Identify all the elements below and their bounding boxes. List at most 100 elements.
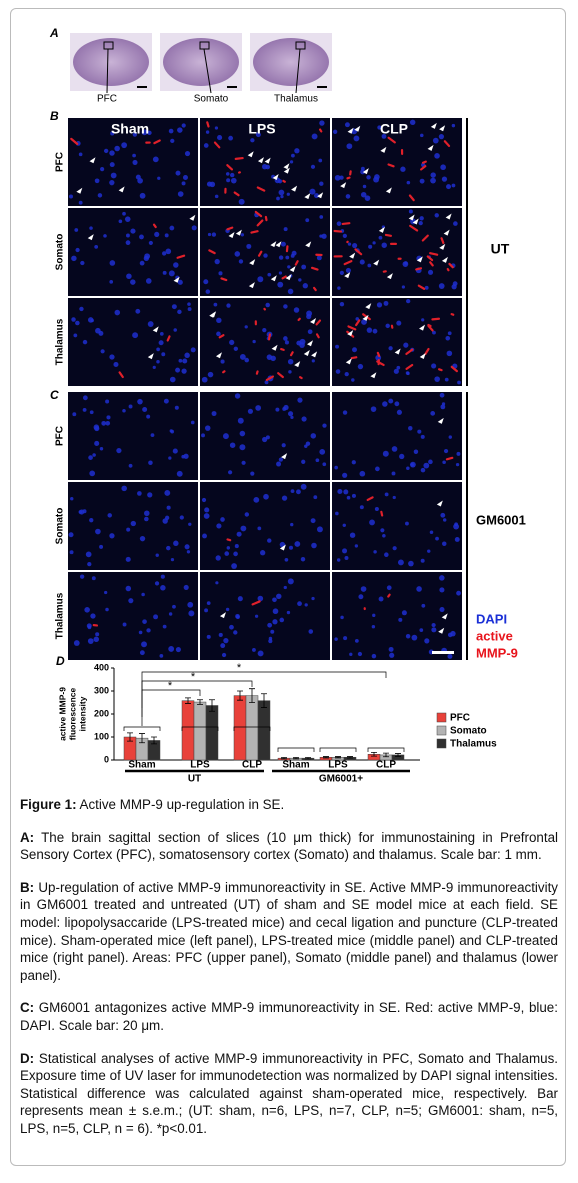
- arrowhead: [386, 273, 393, 280]
- nucleus: [78, 200, 83, 205]
- micrograph: [68, 392, 198, 480]
- nucleus: [283, 336, 288, 341]
- nucleus: [162, 624, 167, 629]
- nucleus: [451, 123, 456, 128]
- nucleus: [288, 370, 292, 374]
- nucleus: [250, 138, 255, 143]
- mmp9-signal: [256, 186, 266, 192]
- nucleus: [143, 255, 150, 262]
- nucleus: [234, 251, 241, 257]
- nucleus: [283, 404, 289, 411]
- arrowhead: [89, 157, 96, 164]
- nucleus: [169, 225, 175, 231]
- arrowhead: [345, 358, 352, 365]
- nucleus: [337, 286, 341, 290]
- nucleus: [130, 279, 136, 285]
- nucleus: [265, 302, 270, 308]
- mmp9-signal: [218, 334, 225, 339]
- error-bar: [185, 697, 191, 704]
- mmp9-signal: [267, 333, 272, 341]
- nucleus: [214, 126, 219, 130]
- nucleus: [313, 495, 318, 500]
- nucleus: [68, 532, 74, 538]
- arrowhead: [247, 151, 254, 158]
- nucleus: [381, 242, 387, 248]
- nucleus: [408, 425, 413, 431]
- nucleus: [89, 226, 93, 230]
- significance-bracket: [141, 671, 387, 708]
- arrowhead: [209, 311, 216, 318]
- nucleus: [408, 560, 414, 567]
- mmp9-signal: [297, 317, 301, 322]
- nucleus: [413, 449, 419, 454]
- nucleus: [114, 309, 121, 316]
- mmp9-signal: [420, 165, 427, 171]
- arrowhead: [443, 229, 450, 236]
- nucleus: [113, 361, 119, 367]
- nucleus: [334, 174, 341, 181]
- nucleus: [217, 135, 223, 141]
- nucleus: [104, 590, 108, 595]
- nucleus: [106, 415, 111, 420]
- nucleus: [109, 150, 115, 156]
- nucleus: [432, 330, 436, 335]
- nucleus: [296, 489, 301, 495]
- nucleus: [401, 610, 407, 616]
- nucleus: [116, 447, 122, 454]
- nucleus: [95, 528, 101, 535]
- nucleus: [226, 303, 231, 308]
- nucleus: [313, 193, 320, 199]
- nucleus: [301, 264, 307, 270]
- mmp9-signal: [277, 372, 284, 379]
- nucleus: [311, 359, 315, 363]
- nucleus: [427, 549, 431, 553]
- nucleus: [304, 603, 308, 607]
- micrograph: [200, 572, 330, 660]
- nucleus: [419, 216, 424, 221]
- caption: Figure 1: Active MMP-9 up-regulation in …: [20, 796, 558, 1153]
- arrowhead: [311, 351, 318, 358]
- error-bar: [127, 732, 133, 742]
- nucleus: [239, 354, 246, 360]
- nucleus: [99, 447, 104, 451]
- nucleus: [226, 546, 231, 550]
- arrowhead: [436, 500, 443, 507]
- nucleus: [398, 617, 403, 622]
- mmp9-signal: [264, 215, 268, 222]
- nucleus: [337, 488, 343, 495]
- nucleus: [187, 307, 192, 311]
- nucleus: [287, 265, 291, 269]
- nucleus: [377, 125, 382, 130]
- text: Statistical analyses of active MMP-9 imm…: [20, 1050, 558, 1136]
- nucleus: [163, 398, 169, 404]
- nucleus: [166, 545, 171, 551]
- arrowhead: [264, 157, 271, 164]
- x-tick-label: LPS: [190, 760, 210, 771]
- nucleus: [190, 420, 195, 425]
- nucleus: [233, 630, 238, 635]
- nucleus: [152, 156, 159, 163]
- nucleus: [175, 367, 181, 373]
- nucleus: [281, 495, 288, 501]
- nucleus: [335, 369, 341, 374]
- row-label: Thalamus: [55, 592, 66, 639]
- nucleus: [419, 628, 424, 632]
- nucleus: [359, 505, 364, 510]
- nucleus: [276, 593, 282, 600]
- mmp9-signal: [226, 164, 234, 171]
- x-tick-label: Sham: [128, 760, 155, 771]
- mmp9-signal: [429, 252, 439, 256]
- mmp9-signal: [445, 456, 454, 461]
- nucleus: [82, 509, 87, 514]
- nucleus: [122, 211, 126, 216]
- nucleus: [88, 455, 93, 460]
- nucleus: [262, 436, 268, 443]
- error-bar: [151, 736, 157, 745]
- arrowhead: [279, 544, 286, 551]
- nucleus: [205, 130, 210, 134]
- mmp9-signal: [299, 376, 303, 380]
- nucleus: [333, 129, 338, 134]
- nucleus: [148, 240, 153, 246]
- arrowhead: [283, 163, 290, 170]
- nucleus: [126, 273, 132, 280]
